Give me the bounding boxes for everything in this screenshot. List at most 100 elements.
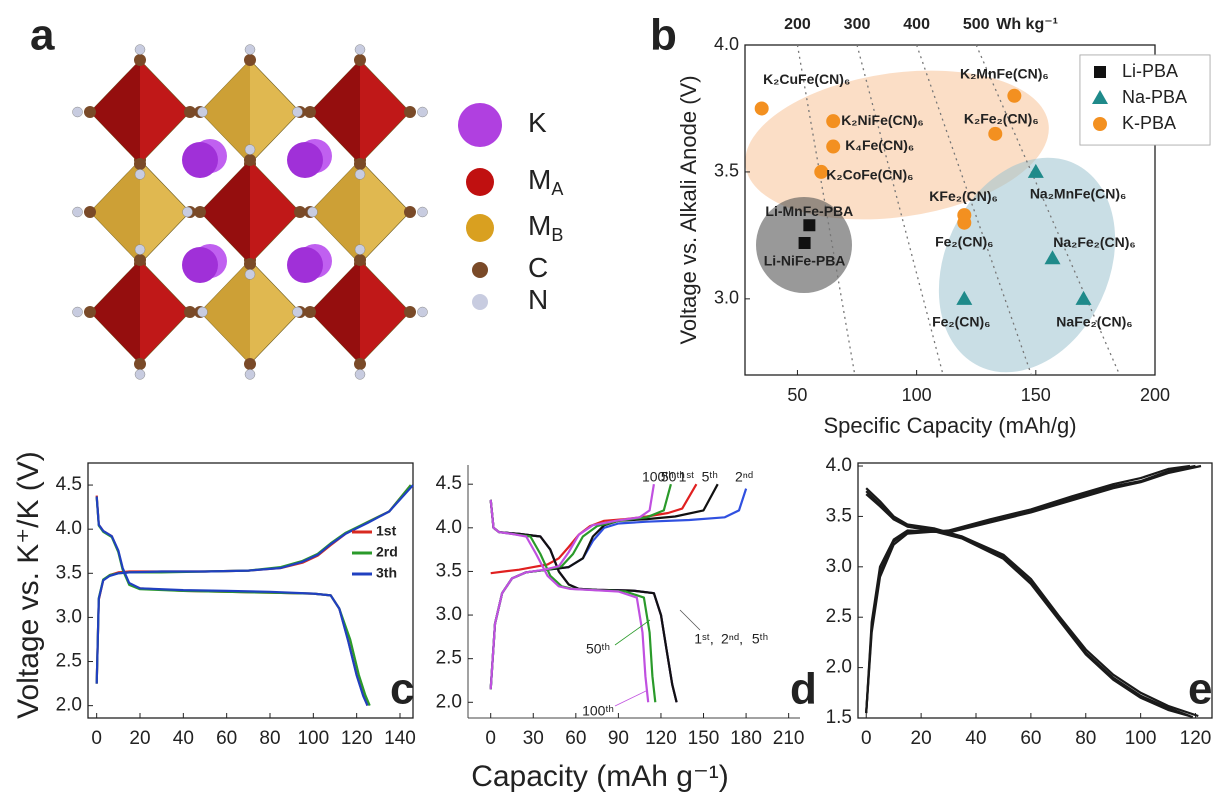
x-axis-label: Specific Capacity (mAh/g): [823, 413, 1076, 438]
y-tick-label: 4.0: [826, 455, 852, 476]
point-label: K₄Fe(CN)₆: [845, 137, 914, 153]
annotation: 5ᵗʰ: [752, 631, 768, 647]
point: [988, 127, 1002, 141]
atom-n: [73, 307, 83, 317]
annotation: 1ˢᵗ,: [694, 631, 714, 647]
y-tick-label: 3.0: [826, 556, 852, 577]
x-tick-label: 80: [259, 728, 280, 749]
atom-c: [354, 254, 366, 266]
atom-n: [198, 107, 208, 117]
point-label: KFe₂(CN)₆: [929, 188, 998, 204]
atom-c: [244, 358, 256, 370]
point: [826, 140, 840, 154]
atom-n: [355, 169, 365, 179]
atom-n: [245, 369, 255, 379]
x-tick-label: 120: [645, 728, 677, 749]
x-tick-label: 150: [1021, 385, 1051, 405]
point: [755, 101, 769, 115]
atom-k: [287, 247, 323, 283]
y-tick-label: 2.5: [56, 651, 82, 672]
curve: [866, 466, 1198, 716]
atom-n: [355, 369, 365, 379]
annotation: 2ⁿᵈ,: [721, 631, 743, 647]
atom-c: [134, 158, 146, 170]
atom-k: [182, 247, 218, 283]
atom-c: [354, 358, 366, 370]
atom-c: [244, 258, 256, 270]
curve: [97, 485, 411, 705]
point-label: NaFe₂(CN)₆: [1056, 314, 1132, 330]
atom-n: [355, 245, 365, 255]
x-tick-label: 40: [173, 728, 194, 749]
y-tick-label: 2.0: [826, 657, 852, 678]
atom-c: [294, 206, 306, 218]
y-tick-label: 3.5: [714, 161, 739, 181]
energy-label: 300: [844, 16, 871, 33]
atom-n: [245, 145, 255, 155]
atom-k: [182, 142, 218, 178]
atom-n: [418, 107, 428, 117]
point-label: K₂Fe₂(CN)₆: [964, 111, 1039, 127]
point: [799, 237, 811, 249]
y-tick-label: 4.5: [436, 473, 462, 494]
x-tick-label: 120: [1180, 728, 1212, 749]
y-tick-label: 4.5: [56, 474, 82, 495]
y-tick-label: 4.0: [56, 518, 82, 539]
x-tick-label: 20: [129, 728, 150, 749]
point-label: Na₂MnFe(CN)₆: [1030, 186, 1127, 202]
x-tick-label: 210: [773, 728, 805, 749]
curve: [97, 485, 413, 705]
atom-c: [304, 306, 316, 318]
energy-label: 500: [963, 16, 990, 33]
series-label: 5ᵗʰ: [702, 469, 718, 485]
atom-c: [404, 206, 416, 218]
point-label: Fe₂(CN)₆: [932, 314, 990, 330]
legend-label-text: K: [528, 107, 547, 138]
octahedron-face: [90, 160, 140, 264]
legend-atom: [472, 294, 488, 310]
figure: KMAMBCN a Capacity (mAh g⁻¹) 50100150200…: [0, 0, 1213, 802]
panel-label: d: [790, 665, 817, 714]
atom-n: [293, 307, 303, 317]
atom-c: [84, 306, 96, 318]
atom-c: [354, 158, 366, 170]
point-label: K₂CuFe(CN)₆: [763, 71, 850, 87]
y-tick-label: 4.0: [436, 517, 462, 538]
y-tick-label: 3.5: [826, 505, 852, 526]
atom-n: [293, 107, 303, 117]
atom-c: [304, 106, 316, 118]
x-tick-label: 30: [523, 728, 544, 749]
atom-c: [244, 154, 256, 166]
series-label: 100ᵗʰ: [642, 469, 674, 485]
point: [1007, 89, 1021, 103]
x-tick-label: 0: [861, 728, 872, 749]
annotation: 50ᵗʰ: [586, 641, 610, 657]
y-tick-label: 3.0: [56, 606, 82, 627]
point-label: K₂CoFe(CN)₆: [826, 167, 913, 183]
annotation: 100ᵗʰ: [582, 703, 614, 719]
legend-label: K-PBA: [1122, 113, 1176, 133]
point: [803, 219, 815, 231]
page: { "structure": { "panel_label": "a", "le…: [0, 0, 1213, 802]
legend-atom: [466, 214, 494, 242]
y-tick-label: 4.0: [714, 34, 739, 54]
legend-label: N: [528, 284, 548, 315]
x-tick-label: 140: [384, 728, 416, 749]
panel-label: a: [30, 11, 55, 60]
curve: [491, 484, 718, 702]
legend-label: 2rd: [376, 544, 398, 560]
x-tick-label: 90: [608, 728, 629, 749]
atom-n: [135, 245, 145, 255]
legend-label: MB: [528, 210, 563, 244]
atom-c: [184, 306, 196, 318]
point: [957, 216, 971, 230]
atom-n: [245, 45, 255, 55]
x-tick-label: 180: [730, 728, 762, 749]
x-tick-label: 20: [911, 728, 932, 749]
legend-atom: [458, 103, 502, 147]
legend-label-text: C: [528, 252, 548, 283]
x-tick-label: 200: [1140, 385, 1170, 405]
legend-atom: [466, 168, 494, 196]
atom-c: [184, 106, 196, 118]
